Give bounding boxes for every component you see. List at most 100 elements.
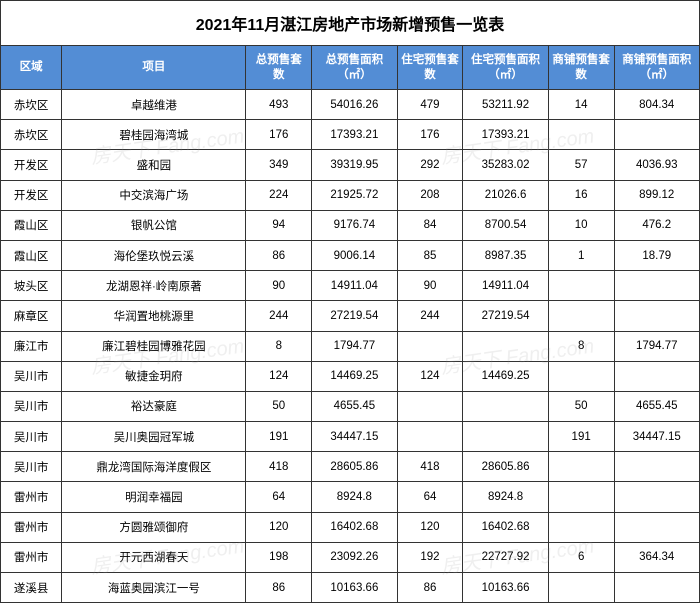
table-cell: 90 xyxy=(246,271,312,301)
table-cell xyxy=(614,361,699,391)
column-header: 总预售面积（㎡） xyxy=(312,46,397,90)
table-cell: 赤坎区 xyxy=(1,120,62,150)
table-cell: 176 xyxy=(246,120,312,150)
table-cell xyxy=(463,331,548,361)
table-cell: 吴川奥园冠军城 xyxy=(62,422,246,452)
table-cell: 9176.74 xyxy=(312,210,397,240)
table-cell: 遂溪县 xyxy=(1,573,62,603)
table-cell: 银帆公馆 xyxy=(62,210,246,240)
table-cell: 敏捷金玥府 xyxy=(62,361,246,391)
table-cell: 1794.77 xyxy=(614,331,699,361)
table-cell: 吴川市 xyxy=(1,361,62,391)
table-cell: 349 xyxy=(246,150,312,180)
table-cell: 35283.02 xyxy=(463,150,548,180)
table-cell: 57 xyxy=(548,150,614,180)
table-cell: 34447.15 xyxy=(614,422,699,452)
table-cell: 4655.45 xyxy=(614,391,699,421)
table-cell: 418 xyxy=(397,452,463,482)
table-cell: 23092.26 xyxy=(312,542,397,572)
table-title: 2021年11月湛江房地产市场新增预售一览表 xyxy=(0,0,700,45)
table-cell: 赤坎区 xyxy=(1,90,62,120)
table-cell: 899.12 xyxy=(614,180,699,210)
table-cell: 14911.04 xyxy=(463,271,548,301)
table-cell: 64 xyxy=(246,482,312,512)
table-cell: 吴川市 xyxy=(1,452,62,482)
table-cell: 霞山区 xyxy=(1,210,62,240)
table-row: 坡头区龙湖恩祥·岭南原著9014911.049014911.04 xyxy=(1,271,700,301)
table-cell: 85 xyxy=(397,240,463,270)
table-cell: 14469.25 xyxy=(463,361,548,391)
table-row: 霞山区海伦堡玖悦云溪869006.14858987.35118.79 xyxy=(1,240,700,270)
table-cell: 14911.04 xyxy=(312,271,397,301)
table-cell: 244 xyxy=(246,301,312,331)
table-cell: 120 xyxy=(246,512,312,542)
table-cell xyxy=(397,331,463,361)
column-header: 商铺预售面积（㎡） xyxy=(614,46,699,90)
table-cell: 208 xyxy=(397,180,463,210)
table-cell: 8987.35 xyxy=(463,240,548,270)
table-cell: 4036.93 xyxy=(614,150,699,180)
table-row: 雷州市明润幸福园648924.8648924.8 xyxy=(1,482,700,512)
table-cell: 碧桂园海湾城 xyxy=(62,120,246,150)
table-cell: 廉江碧桂园博雅花园 xyxy=(62,331,246,361)
table-cell: 292 xyxy=(397,150,463,180)
table-cell: 479 xyxy=(397,90,463,120)
table-cell: 17393.21 xyxy=(312,120,397,150)
table-cell: 50 xyxy=(548,391,614,421)
table-cell: 16402.68 xyxy=(312,512,397,542)
table-cell: 坡头区 xyxy=(1,271,62,301)
table-cell xyxy=(463,391,548,421)
table-cell: 28605.86 xyxy=(312,452,397,482)
column-header: 住宅预售面积（㎡） xyxy=(463,46,548,90)
table-cell xyxy=(614,120,699,150)
table-cell: 麻章区 xyxy=(1,301,62,331)
table-cell: 192 xyxy=(397,542,463,572)
table-cell: 8924.8 xyxy=(312,482,397,512)
table-cell: 364.34 xyxy=(614,542,699,572)
table-cell xyxy=(614,512,699,542)
table-cell xyxy=(397,422,463,452)
table-cell: 霞山区 xyxy=(1,240,62,270)
table-cell: 94 xyxy=(246,210,312,240)
table-cell: 10163.66 xyxy=(312,573,397,603)
table-cell: 廉江市 xyxy=(1,331,62,361)
table-row: 麻章区华润置地桃源里24427219.5424427219.54 xyxy=(1,301,700,331)
table-cell: 吴川市 xyxy=(1,391,62,421)
table-cell xyxy=(614,573,699,603)
table-cell: 10163.66 xyxy=(463,573,548,603)
table-cell xyxy=(614,271,699,301)
table-cell: 8700.54 xyxy=(463,210,548,240)
table-cell: 198 xyxy=(246,542,312,572)
table-cell: 9006.14 xyxy=(312,240,397,270)
table-cell: 吴川市 xyxy=(1,422,62,452)
table-cell: 14 xyxy=(548,90,614,120)
table-row: 开发区中交滨海广场22421925.7220821026.616899.12 xyxy=(1,180,700,210)
table-cell xyxy=(614,301,699,331)
table-cell xyxy=(548,120,614,150)
table-cell: 21925.72 xyxy=(312,180,397,210)
table-cell: 418 xyxy=(246,452,312,482)
table-cell: 90 xyxy=(397,271,463,301)
table-cell: 39319.95 xyxy=(312,150,397,180)
table-cell: 21026.6 xyxy=(463,180,548,210)
table-row: 吴川市裕达豪庭504655.45504655.45 xyxy=(1,391,700,421)
table-cell: 方圆雅颂御府 xyxy=(62,512,246,542)
table-cell: 191 xyxy=(548,422,614,452)
table-row: 吴川市吴川奥园冠军城19134447.1519134447.15 xyxy=(1,422,700,452)
table-cell: 1 xyxy=(548,240,614,270)
table-cell: 124 xyxy=(397,361,463,391)
table-row: 雷州市方圆雅颂御府12016402.6812016402.68 xyxy=(1,512,700,542)
table-cell: 中交滨海广场 xyxy=(62,180,246,210)
table-cell: 16402.68 xyxy=(463,512,548,542)
table-row: 吴川市敏捷金玥府12414469.2512414469.25 xyxy=(1,361,700,391)
table-cell: 27219.54 xyxy=(312,301,397,331)
table-cell: 64 xyxy=(397,482,463,512)
column-header: 总预售套数 xyxy=(246,46,312,90)
table-cell: 明润幸福园 xyxy=(62,482,246,512)
table-row: 廉江市廉江碧桂园博雅花园81794.7781794.77 xyxy=(1,331,700,361)
table-cell: 17393.21 xyxy=(463,120,548,150)
table-row: 开发区盛和园34939319.9529235283.02574036.93 xyxy=(1,150,700,180)
table-cell: 804.34 xyxy=(614,90,699,120)
table-cell: 27219.54 xyxy=(463,301,548,331)
table-cell: 176 xyxy=(397,120,463,150)
